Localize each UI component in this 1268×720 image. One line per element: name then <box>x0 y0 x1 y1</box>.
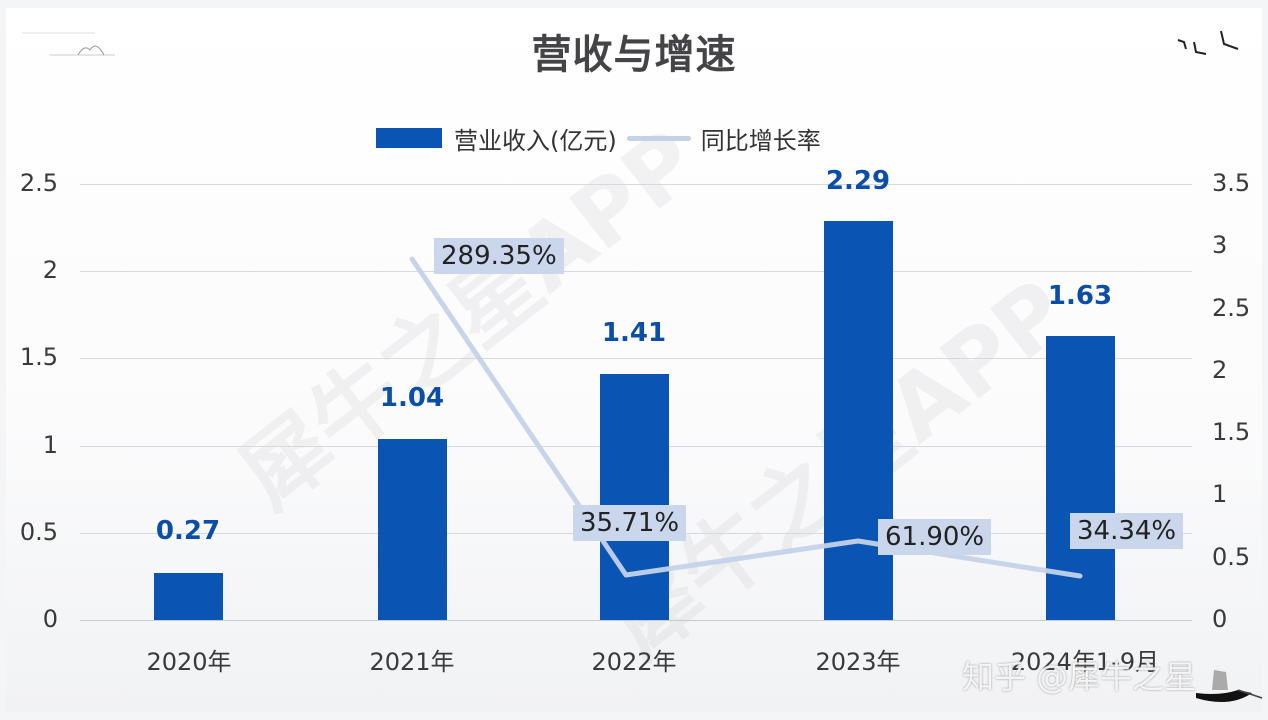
left-axis-tick: 1 <box>42 431 58 459</box>
chart-title: 营收与增速 <box>531 32 737 78</box>
right-axis-tick: 2.5 <box>1212 294 1251 322</box>
legend-bar-label: 营业收入(亿元) <box>454 126 617 155</box>
bar-value-label: 1.41 <box>601 318 667 348</box>
x-axis-label: 2023年 <box>815 648 901 676</box>
gridline <box>80 184 1192 185</box>
left-axis-tick: 2 <box>42 256 58 284</box>
right-axis-tick: 1 <box>1212 480 1228 508</box>
x-axis-line <box>80 620 1192 621</box>
left-axis-tick: 2.5 <box>19 169 58 197</box>
x-axis-label: 2020年 <box>146 648 232 676</box>
bar-2022 <box>600 374 669 620</box>
x-axis-label: 2022年 <box>591 648 677 676</box>
gridline <box>80 271 1192 272</box>
bar-value-label: 1.04 <box>379 383 445 413</box>
right-axis-tick: 2 <box>1212 356 1228 384</box>
left-axis-tick: 0 <box>42 605 58 633</box>
left-axis-tick: 0.5 <box>19 518 58 546</box>
boat-icon <box>1196 670 1263 702</box>
source-watermark: 知乎 @犀牛之星 <box>962 658 1197 696</box>
growth-value-label: 34.34% <box>1070 513 1184 549</box>
left-axis-tick: 1.5 <box>19 343 58 371</box>
right-axis-tick: 3.5 <box>1212 169 1251 197</box>
birds-icon <box>1177 30 1239 55</box>
right-axis-tick: 0 <box>1212 605 1228 633</box>
legend-line-label: 同比增长率 <box>700 126 821 155</box>
right-axis-tick: 0.5 <box>1212 543 1251 571</box>
growth-rate-line <box>409 256 1083 579</box>
x-axis-label: 2024年1-9月 <box>1010 648 1160 676</box>
legend: 营业收入(亿元) 同比增长率 <box>376 118 821 158</box>
bar-value-label: 1.63 <box>1047 281 1113 311</box>
bar-value-label: 2.29 <box>825 166 891 196</box>
mountain-icon <box>22 32 115 56</box>
growth-value-label: 289.35% <box>434 238 564 274</box>
right-axis-tick: 1.5 <box>1212 418 1251 446</box>
x-axis-label: 2021年 <box>369 648 455 676</box>
growth-value-label: 61.90% <box>878 519 992 555</box>
bar-value-label: 0.27 <box>155 516 221 546</box>
bar-2020 <box>154 573 223 620</box>
growth-value-label: 35.71% <box>573 505 687 541</box>
bar-2021 <box>378 439 447 620</box>
right-axis-tick: 3 <box>1212 231 1228 259</box>
legend-bar-swatch <box>376 128 442 148</box>
gridline <box>80 358 1192 359</box>
legend-line-swatch <box>626 135 691 141</box>
